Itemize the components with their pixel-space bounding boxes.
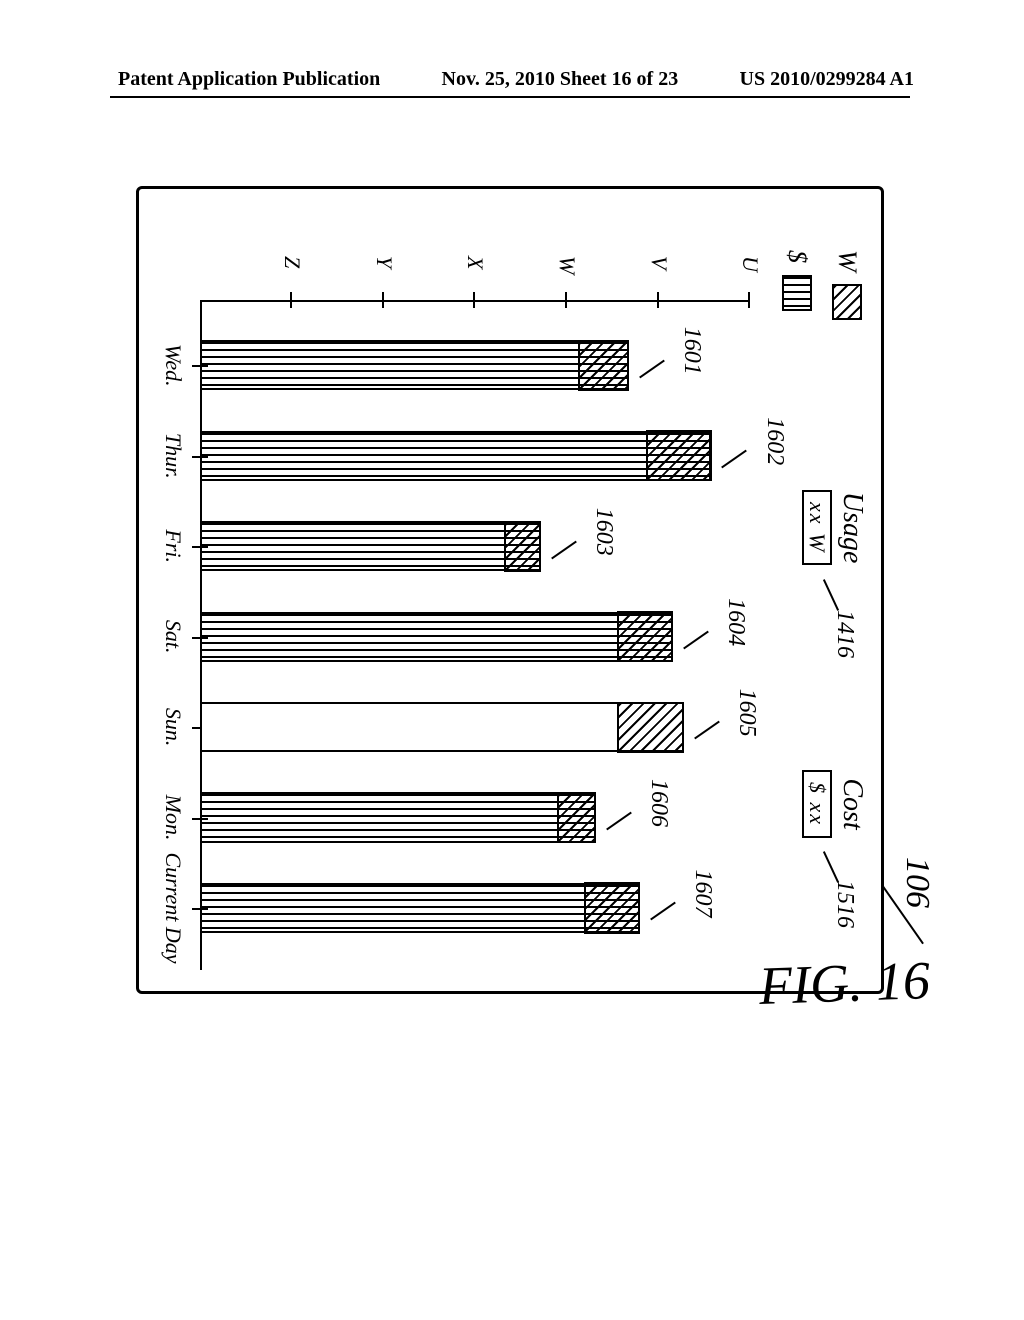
xlabel: Mon.: [160, 795, 186, 841]
header-right: US 2010/0299284 A1: [740, 68, 914, 91]
bar-top-segment: [504, 521, 541, 572]
bar-ref-leader: [683, 631, 709, 650]
xlabel: Wed.: [160, 344, 186, 387]
xlabel: Fri.: [160, 529, 186, 563]
usage-value: xx W: [802, 490, 832, 565]
bar-ref-leader: [551, 540, 577, 559]
device-ref-label: 106: [898, 857, 936, 908]
rotated-wrapper: 106 W $ Usage xx W 1416: [130, 180, 890, 1000]
bar-top-segment: [617, 611, 673, 662]
cost-label: Cost: [836, 778, 868, 829]
header-left: Patent Application Publication: [118, 68, 380, 91]
legend-dollar-label: $: [782, 250, 812, 263]
ytick: [382, 292, 384, 308]
y-axis: [200, 300, 750, 302]
ytick: [473, 292, 475, 308]
xlabel: Sun.: [160, 708, 186, 747]
usage-ref: 1416: [831, 610, 858, 658]
usage-field: Usage xx W: [802, 490, 868, 565]
header-rule: [110, 96, 910, 98]
bar: [200, 792, 596, 842]
bar-ref-label: 1605: [734, 689, 761, 737]
bar: [200, 612, 673, 662]
ylabel: V: [646, 256, 672, 269]
bar-top-segment: [579, 340, 630, 391]
bar: [200, 340, 629, 390]
cost-ref: 1516: [831, 880, 858, 928]
ytick: [657, 292, 659, 308]
page: Patent Application Publication Nov. 25, …: [0, 0, 1024, 1320]
usage-label: Usage: [836, 492, 868, 564]
xlabel: Sat.: [160, 620, 186, 654]
bar-ref-leader: [722, 450, 748, 469]
bar: [200, 883, 640, 933]
bar-ref-label: 1601: [679, 327, 706, 375]
bar-top-segment: [584, 882, 641, 933]
bar-top-segment: [557, 792, 596, 843]
bar-ref-leader: [606, 811, 632, 830]
ylabel: Z: [279, 256, 305, 268]
bar-ref-leader: [694, 721, 720, 740]
patent-header: Patent Application Publication Nov. 25, …: [0, 68, 1024, 91]
bar-ref-leader: [639, 359, 665, 378]
xlabel: Thur.: [160, 433, 186, 479]
legend-watts: W: [832, 250, 862, 320]
bar-top-segment: [617, 702, 684, 753]
bar: [200, 431, 712, 481]
figure-caption: FIG. 16: [758, 949, 931, 1017]
xlabel: Current Day: [160, 853, 186, 964]
bar-ref-label: 1602: [761, 417, 788, 465]
ytick: [565, 292, 567, 308]
bar-ref-leader: [650, 902, 676, 921]
legend-dollars: $: [782, 250, 812, 311]
legend-dollar-swatch: [782, 275, 812, 311]
cost-field: Cost $ xx: [802, 770, 868, 838]
bar-ref-label: 1607: [690, 870, 717, 918]
legend-w-label: W: [832, 250, 862, 272]
ylabel: W: [554, 256, 580, 274]
ylabel: U: [737, 256, 763, 272]
chart-plot: U V W X Y Z Wed. Thur. Fri.: [200, 300, 750, 970]
bar: [200, 521, 541, 571]
legend-w-swatch: [832, 284, 862, 320]
bar-ref-label: 1606: [646, 779, 673, 827]
cost-value: $ xx: [802, 770, 832, 838]
bar-ref-label: 1603: [591, 508, 618, 556]
bar-ref-label: 1604: [723, 598, 750, 646]
bar: [200, 702, 684, 752]
bar-top-segment: [646, 430, 712, 481]
header-center: Nov. 25, 2010 Sheet 16 of 23: [442, 68, 679, 91]
ylabel: X: [462, 256, 488, 269]
figure-16: 106 W $ Usage xx W 1416: [130, 180, 890, 1000]
ytick: [290, 292, 292, 308]
chart-device: 106 W $ Usage xx W 1416: [130, 180, 890, 1000]
ytick: [748, 292, 750, 308]
ylabel: Y: [371, 256, 397, 268]
